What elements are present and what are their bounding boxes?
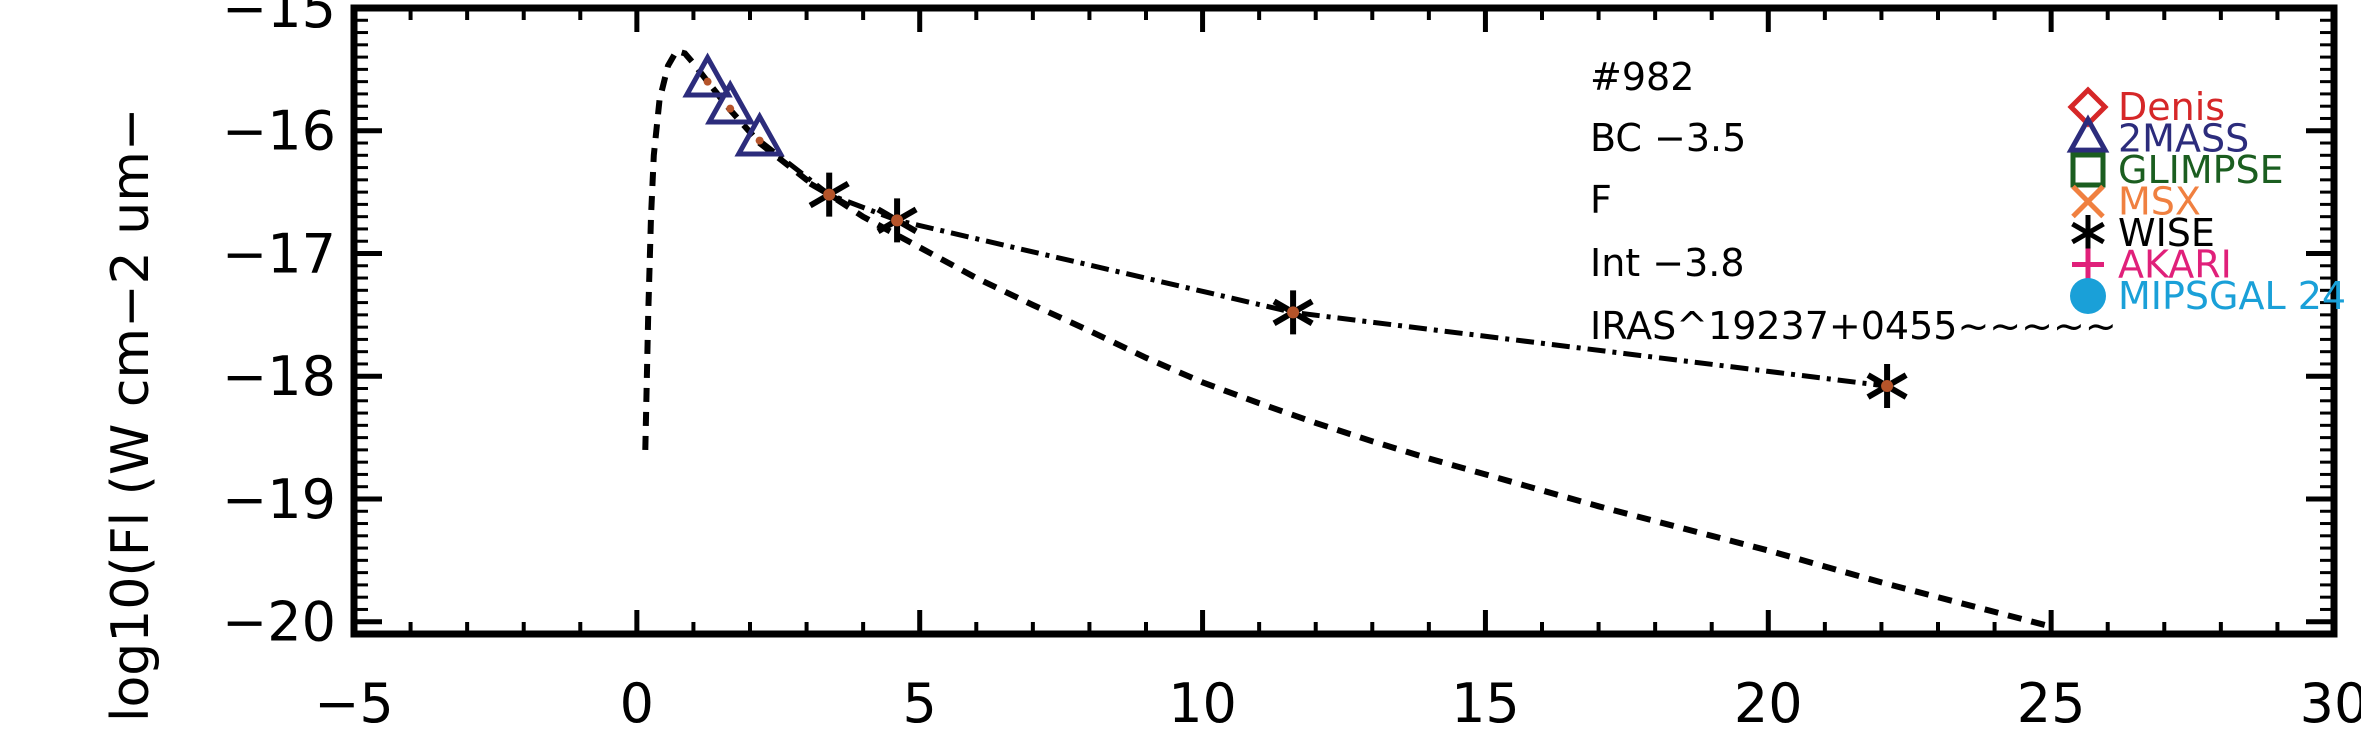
x-tick-label: 25 — [2017, 672, 2086, 735]
y-tick-label: −19 — [222, 468, 336, 531]
plot-frame — [350, 4, 2338, 638]
data-markers — [682, 52, 1908, 409]
x-axis-tick-labels: −5 0 5 10 15 20 25 30 — [314, 672, 2361, 735]
legend-label: MIPSGAL 24 — [2118, 274, 2346, 318]
x-icon — [2071, 184, 2105, 219]
triangle-icon — [2066, 114, 2110, 153]
legend-item-glimpse: GLIMPSE — [2070, 148, 2284, 192]
wise-point — [1866, 364, 1908, 409]
2mass-point — [705, 79, 756, 125]
legend-label: MSX — [2118, 180, 2201, 224]
x-tick-label: 20 — [1734, 672, 1803, 735]
legend-label: Denis — [2118, 85, 2225, 129]
wise-point — [876, 198, 918, 243]
model-curve-dashed — [642, 47, 2052, 630]
annotation-bc: BC −3.5 — [1590, 116, 1746, 160]
wise-point — [1272, 290, 1314, 335]
x-tick-label: 5 — [903, 672, 937, 735]
annotation-star-id: #982 — [1590, 55, 1694, 99]
y-tick-label: −16 — [222, 100, 336, 163]
legend-label: 2MASS — [2118, 117, 2249, 161]
axis-major-ticks — [354, 5, 2334, 634]
axis-minor-ticks — [354, 8, 2334, 636]
annotation-f: F — [1590, 178, 1612, 222]
y-axis-label: log10(Fl (W cm−2 um− — [101, 108, 161, 722]
annotation-int: Int −3.8 — [1590, 241, 1745, 285]
legend-label: AKARI — [2118, 243, 2232, 287]
y-axis-tick-labels: −15 −16 −17 −18 −19 −20 — [222, 0, 336, 654]
annotation-block: #982 BC −3.5 F Int −3.8 IRAS^19237+0455~… — [1590, 55, 2117, 348]
y-tick-label: −20 — [222, 591, 336, 654]
legend-item-msx: MSX — [2071, 180, 2201, 224]
square-icon — [2070, 152, 2106, 188]
plus-icon — [2072, 248, 2104, 281]
legend-label: WISE — [2118, 211, 2215, 255]
y-tick-label: −15 — [222, 0, 336, 40]
x-tick-label: 0 — [620, 672, 654, 735]
2mass-point — [682, 52, 733, 98]
x-tick-label: 15 — [1451, 672, 1520, 735]
y-tick-label: −18 — [222, 345, 336, 408]
y-tick-label: −17 — [222, 222, 336, 285]
legend-item-2mass: 2MASS — [2066, 114, 2249, 161]
x-tick-label: 30 — [2300, 672, 2361, 735]
2mass-point — [734, 111, 785, 157]
asterisk-icon — [2071, 215, 2105, 251]
wise-point — [808, 172, 850, 217]
x-tick-label: 10 — [1168, 672, 1237, 735]
legend-item-akari: AKARI — [2072, 243, 2232, 287]
legend-item-mipsgal-24: MIPSGAL 24 — [2070, 274, 2346, 318]
x-tick-label: −5 — [314, 672, 394, 735]
circle-icon — [2070, 278, 2106, 314]
legend-item-wise: WISE — [2071, 211, 2215, 255]
legend-label: GLIMPSE — [2118, 148, 2284, 192]
annotation-source-name: IRAS^19237+0455~~~~~ — [1590, 304, 2117, 348]
